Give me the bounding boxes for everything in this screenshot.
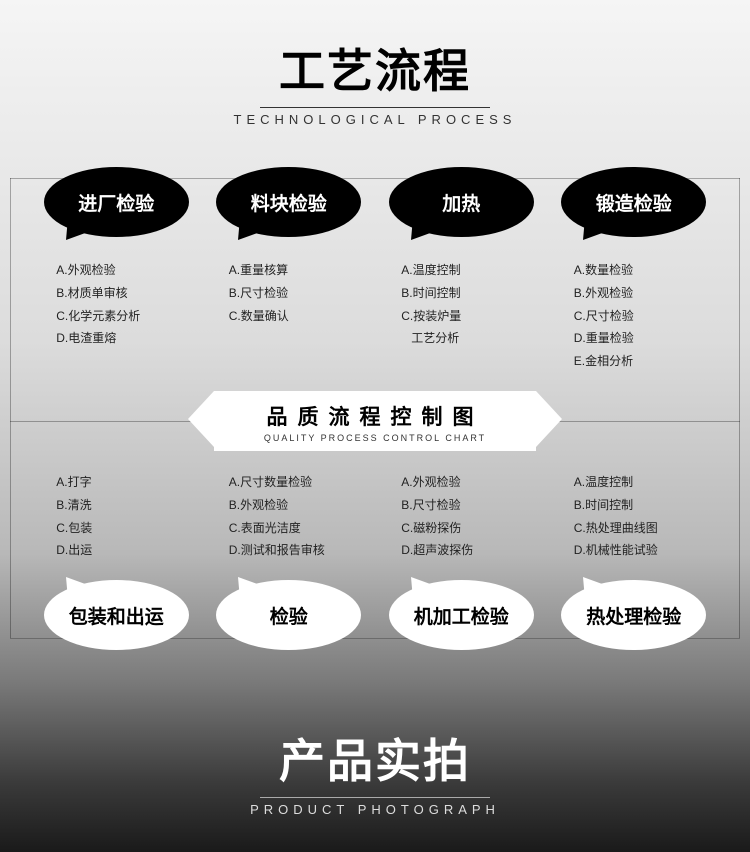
step-5-item: C.热处理曲线图 [574,517,714,540]
step-8-item: B.清洗 [56,494,196,517]
step-1-bubble: 进厂检验 [44,167,189,237]
step-5-details: A.温度控制 B.时间控制 C.热处理曲线图 D.机械性能试验 [554,471,714,562]
header-title-cn: 工艺流程 [0,35,750,101]
center-banner-wrap: 品质流程控制图 QUALITY PROCESS CONTROL CHART [0,391,750,451]
step-7-item: A.尺寸数量检验 [229,471,369,494]
step-8-item: D.出运 [56,539,196,562]
step-3: 加热 A.温度控制 B.时间控制 C.按装炉量 工艺分析 [381,167,541,373]
step-2-item: C.数量确认 [229,305,369,328]
step-1-item: B.材质单审核 [56,282,196,305]
step-8-details: A.打字 B.清洗 C.包装 D.出运 [36,471,196,562]
step-4-bubble: 锻造检验 [561,167,706,237]
step-4: 锻造检验 A.数量检验 B.外观检验 C.尺寸检验 D.重量检验 E.金相分析 [554,167,714,373]
step-2: 料块检验 A.重量核算 B.尺寸检验 C.数量确认 [209,167,369,373]
step-3-item: B.时间控制 [401,282,541,305]
step-6-item: B.尺寸检验 [401,494,541,517]
step-5-item: D.机械性能试验 [574,539,714,562]
header-underline [260,107,490,108]
header-title-en: TECHNOLOGICAL PROCESS [0,112,750,127]
step-6-item: A.外观检验 [401,471,541,494]
step-3-bubble: 加热 [389,167,534,237]
step-2-item: A.重量核算 [229,259,369,282]
step-3-item: C.按装炉量 [401,305,541,328]
step-4-details: A.数量检验 B.外观检验 C.尺寸检验 D.重量检验 E.金相分析 [554,259,714,373]
step-7-item: D.测试和报告审核 [229,539,369,562]
banner-title-en: QUALITY PROCESS CONTROL CHART [264,433,486,443]
step-5-bubble: 热处理检验 [561,580,706,650]
step-1-details: A.外观检验 B.材质单审核 C.化学元素分析 D.电渣重熔 [36,259,196,350]
step-1-item: A.外观检验 [56,259,196,282]
step-3-item: 工艺分析 [401,327,541,350]
step-1: 进厂检验 A.外观检验 B.材质单审核 C.化学元素分析 D.电渣重熔 [36,167,196,373]
step-7-item: C.表面光洁度 [229,517,369,540]
step-8-item: A.打字 [56,471,196,494]
step-5: A.温度控制 B.时间控制 C.热处理曲线图 D.机械性能试验 热处理检验 [554,471,714,650]
step-4-item: E.金相分析 [574,350,714,373]
step-6: A.外观检验 B.尺寸检验 C.磁粉探伤 D.超声波探伤 机加工检验 [381,471,541,650]
step-7-bubble: 检验 [216,580,361,650]
step-5-item: B.时间控制 [574,494,714,517]
step-6-item: D.超声波探伤 [401,539,541,562]
process-top-row: 进厂检验 A.外观检验 B.材质单审核 C.化学元素分析 D.电渣重熔 料块检验… [0,167,750,373]
footer-title: 产品实拍 PRODUCT PHOTOGRAPH [0,725,750,817]
step-4-item: D.重量检验 [574,327,714,350]
step-8-item: C.包装 [56,517,196,540]
step-8: A.打字 B.清洗 C.包装 D.出运 包装和出运 [36,471,196,650]
step-7-item: B.外观检验 [229,494,369,517]
step-2-details: A.重量核算 B.尺寸检验 C.数量确认 [209,259,369,327]
center-banner: 品质流程控制图 QUALITY PROCESS CONTROL CHART [214,391,536,451]
process-bottom-row: A.打字 B.清洗 C.包装 D.出运 包装和出运 A.尺寸数量检验 B.外观检… [0,471,750,650]
step-2-bubble: 料块检验 [216,167,361,237]
banner-title-cn: 品质流程控制图 [264,401,486,431]
step-3-details: A.温度控制 B.时间控制 C.按装炉量 工艺分析 [381,259,541,350]
step-2-item: B.尺寸检验 [229,282,369,305]
step-4-item: B.外观检验 [574,282,714,305]
step-6-bubble: 机加工检验 [389,580,534,650]
step-1-item: C.化学元素分析 [56,305,196,328]
step-4-item: A.数量检验 [574,259,714,282]
step-6-details: A.外观检验 B.尺寸检验 C.磁粉探伤 D.超声波探伤 [381,471,541,562]
step-3-item: A.温度控制 [401,259,541,282]
step-6-item: C.磁粉探伤 [401,517,541,540]
step-8-bubble: 包装和出运 [44,580,189,650]
step-4-item: C.尺寸检验 [574,305,714,328]
step-7-details: A.尺寸数量检验 B.外观检验 C.表面光洁度 D.测试和报告审核 [209,471,369,562]
footer-title-cn: 产品实拍 [0,725,750,791]
step-7: A.尺寸数量检验 B.外观检验 C.表面光洁度 D.测试和报告审核 检验 [209,471,369,650]
footer-underline [260,797,490,798]
step-5-item: A.温度控制 [574,471,714,494]
footer-title-en: PRODUCT PHOTOGRAPH [0,802,750,817]
step-1-item: D.电渣重熔 [56,327,196,350]
header-title: 工艺流程 TECHNOLOGICAL PROCESS [0,0,750,127]
